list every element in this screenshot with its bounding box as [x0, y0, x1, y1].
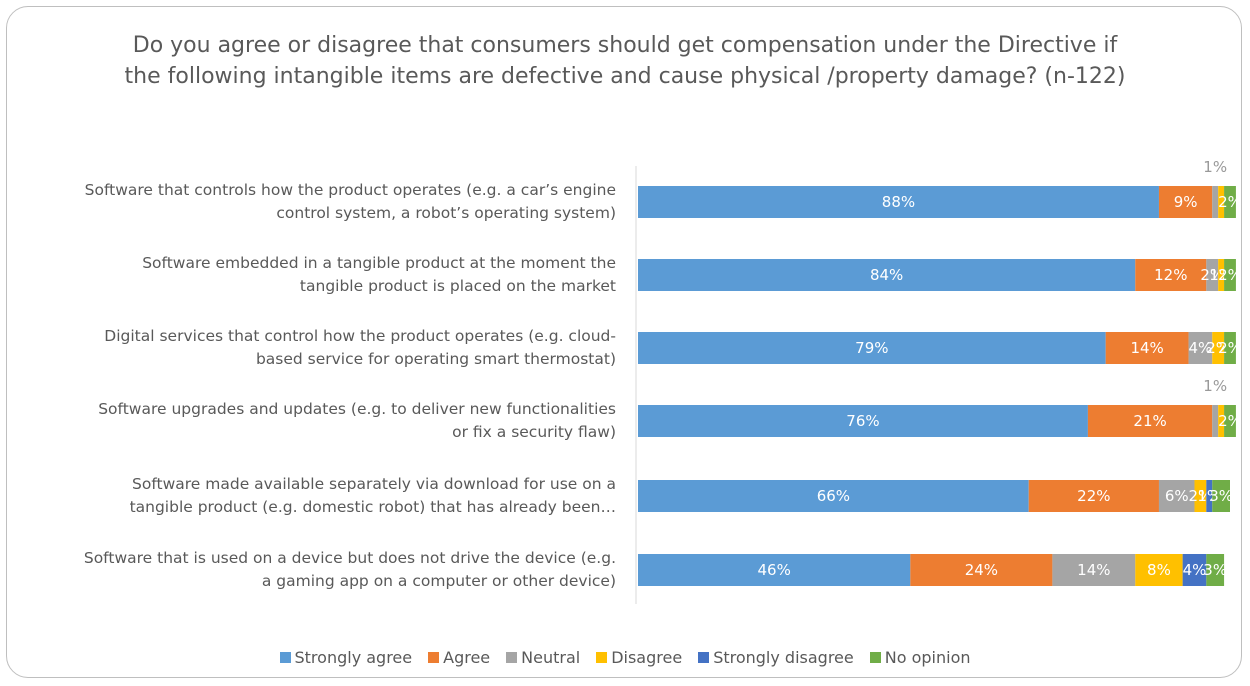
bar-segment — [1224, 405, 1236, 437]
data-label: 76% — [846, 412, 879, 430]
legend-swatch — [428, 652, 440, 663]
data-label: 8% — [1147, 561, 1171, 579]
data-label: 2% — [1218, 266, 1242, 284]
category-label: Software that controls how the product o… — [85, 181, 616, 222]
bar-segment — [1224, 259, 1236, 291]
legend-item: Disagree — [596, 648, 682, 667]
legend-item: Strongly agree — [279, 648, 413, 667]
bar-segment — [638, 259, 1136, 291]
bar-segment — [1218, 259, 1225, 291]
bar-segment — [1158, 186, 1213, 218]
category-label-line: control system, a robot’s operating syst… — [276, 204, 616, 222]
bar-segment — [1135, 259, 1207, 291]
data-label: 2% — [1218, 412, 1242, 430]
legend-item: Strongly disagree — [698, 648, 854, 667]
data-label: 14% — [1077, 561, 1110, 579]
data-label: 4% — [1183, 561, 1207, 579]
category-label: Software made available separately via d… — [130, 475, 616, 516]
category-label-line: Software made available separately via d… — [132, 475, 616, 493]
legend-label: Agree — [443, 648, 491, 667]
data-label: 22% — [1077, 487, 1110, 505]
legend-swatch — [869, 652, 881, 663]
bar-segment — [1212, 332, 1225, 364]
data-label: 88% — [882, 193, 915, 211]
data-label: 21% — [1133, 412, 1166, 430]
bar-segment — [910, 554, 1053, 586]
legend-label: Neutral — [521, 648, 581, 667]
data-label: 84% — [870, 266, 903, 284]
data-label: 2% — [1218, 339, 1242, 357]
data-label: 79% — [855, 339, 888, 357]
legend-item: No opinion — [869, 648, 971, 667]
category-label: Digital services that control how the pr… — [104, 327, 616, 368]
bar-segment — [1224, 332, 1236, 364]
data-label: 24% — [965, 561, 998, 579]
bar-segment — [638, 186, 1159, 218]
category-label: Software upgrades and updates (e.g. to d… — [98, 400, 616, 441]
bar-segment — [1052, 554, 1136, 586]
category-label-line: tangible product (e.g. domestic robot) t… — [130, 498, 616, 516]
bar-segment — [1224, 186, 1236, 218]
bar-segment — [1182, 554, 1207, 586]
data-label: 66% — [817, 487, 850, 505]
data-label: 3% — [1203, 561, 1227, 579]
legend-label: No opinion — [884, 648, 971, 667]
legend-swatch — [506, 652, 518, 663]
legend-label: Disagree — [611, 648, 683, 667]
legend-item: Neutral — [506, 648, 580, 667]
category-label-line: or fix a security flaw) — [452, 423, 616, 441]
category-label-line: a gaming app on a computer or other devi… — [262, 572, 616, 590]
category-label-line: Software that is used on a device but do… — [84, 549, 616, 567]
category-label-line: tangible product is placed on the market — [300, 277, 616, 295]
bar-segment — [638, 554, 911, 586]
bar-segment — [1194, 480, 1207, 512]
bar-segment — [638, 480, 1029, 512]
category-label: Software embedded in a tangible product … — [142, 254, 616, 295]
category-label-line: Software that controls how the product o… — [85, 181, 616, 199]
legend-swatch — [698, 652, 710, 663]
legend-label: Strongly disagree — [713, 648, 854, 667]
data-label: 1% — [1203, 158, 1227, 176]
bar-segment — [1087, 405, 1213, 437]
legend-swatch — [279, 652, 291, 663]
legend-swatch — [596, 652, 608, 663]
bar-segment — [1158, 480, 1195, 512]
bar-segment — [1212, 186, 1219, 218]
bar-segment — [1212, 405, 1219, 437]
bar-segment — [1105, 332, 1189, 364]
bar-segment — [1206, 480, 1213, 512]
category-label: Software that is used on a device but do… — [84, 549, 616, 590]
bar-segment — [1218, 405, 1225, 437]
category-label-line: Digital services that control how the pr… — [104, 327, 616, 345]
category-label-line: Software embedded in a tangible product … — [142, 254, 616, 272]
data-label: 12% — [1154, 266, 1187, 284]
bar-segment — [1206, 554, 1225, 586]
bar-segment — [1028, 480, 1159, 512]
bar-segment — [1188, 332, 1213, 364]
category-label-line: Software upgrades and updates (e.g. to d… — [98, 400, 616, 418]
bar-segment — [1218, 186, 1225, 218]
data-label: 1% — [1203, 377, 1227, 395]
bar-segment — [638, 405, 1088, 437]
category-label-line: based service for operating smart thermo… — [256, 350, 616, 368]
chart-legend: Strongly agree Agree Neutral Disagree Strong… — [0, 648, 1250, 667]
data-label: 9% — [1174, 193, 1198, 211]
bar-segment — [1212, 480, 1230, 512]
data-label: 46% — [757, 561, 790, 579]
data-label: 6% — [1165, 487, 1189, 505]
bar-segment — [1135, 554, 1183, 586]
data-label: 2% — [1218, 193, 1242, 211]
data-label: 3% — [1209, 487, 1233, 505]
bar-segment — [1206, 259, 1219, 291]
data-label: 4% — [1189, 339, 1213, 357]
data-label: 14% — [1130, 339, 1163, 357]
bar-segment — [638, 332, 1106, 364]
chart-title: Do you agree or disagree that consumers … — [124, 33, 1126, 89]
legend-label: Strongly agree — [294, 648, 413, 667]
legend-item: Agree — [428, 648, 490, 667]
